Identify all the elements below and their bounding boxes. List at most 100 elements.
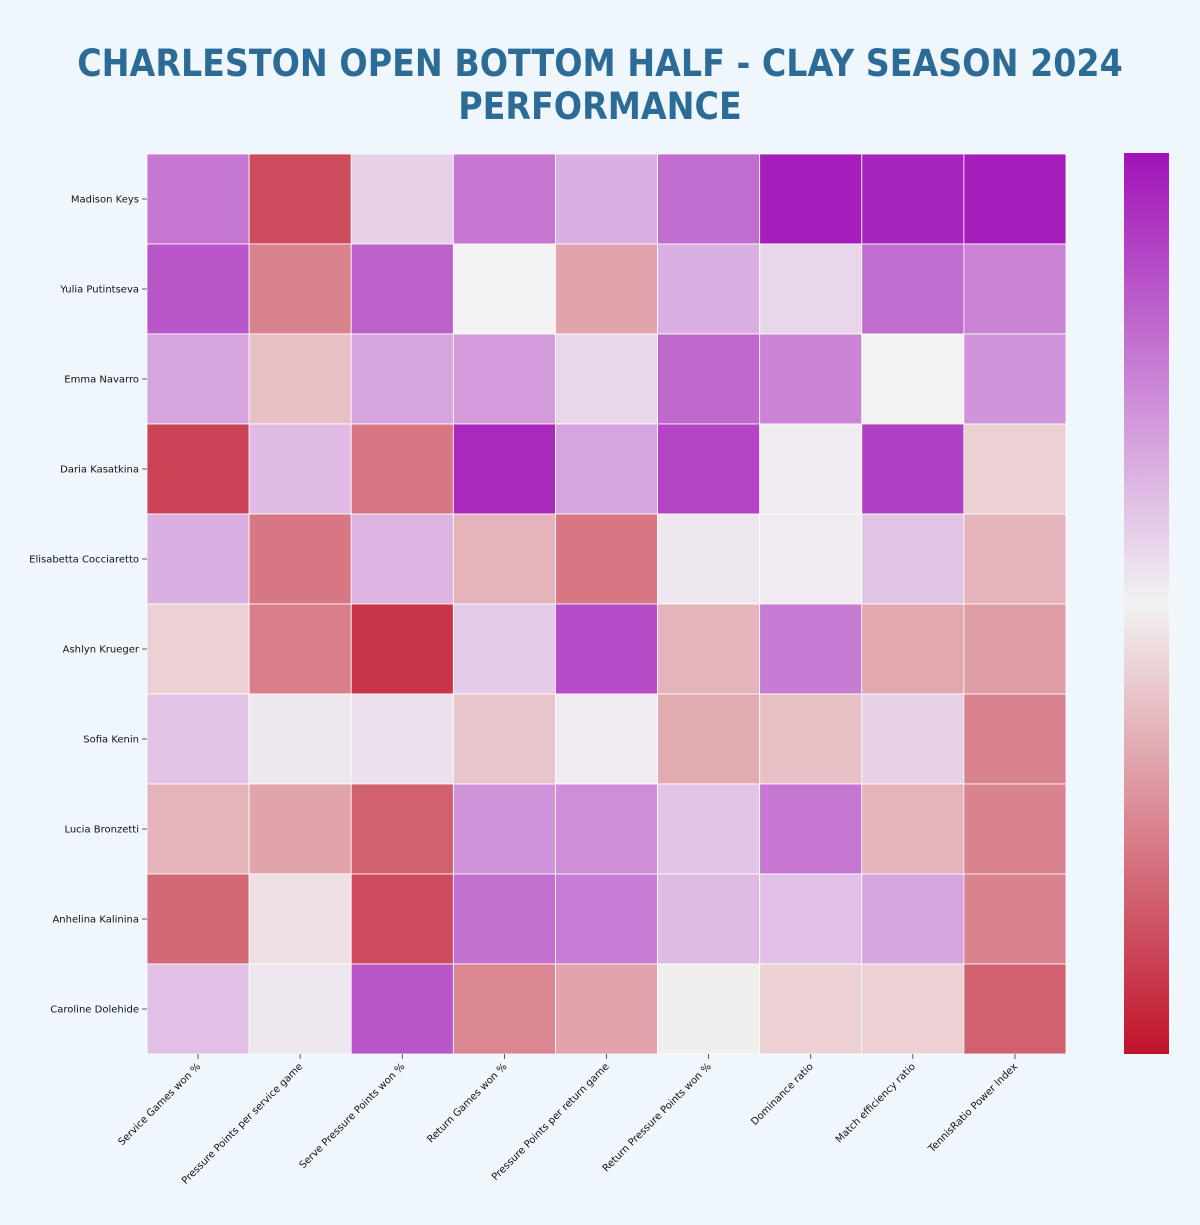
heatmap-cell xyxy=(146,333,250,425)
heatmap-cell xyxy=(248,963,352,1055)
heatmap-cell xyxy=(963,873,1067,965)
heatmap-cell xyxy=(350,603,454,695)
heatmap-cell xyxy=(963,513,1067,605)
row-label: Lucia Bronzetti xyxy=(64,825,139,836)
heatmap-cell xyxy=(861,333,965,425)
heatmap-cell xyxy=(452,333,556,425)
column-label: Dominance ratio xyxy=(749,1061,815,1127)
heatmap-cell xyxy=(657,693,761,785)
row-label: Elisabetta Cocciaretto xyxy=(29,555,139,566)
column-label: Pressure Points per return game xyxy=(490,1061,612,1183)
heatmap-cell xyxy=(248,243,352,335)
heatmap-cell xyxy=(963,243,1067,335)
heatmap-cell xyxy=(452,873,556,965)
heatmap-cell xyxy=(350,423,454,515)
heatmap-cell xyxy=(248,603,352,695)
heatmap-cell xyxy=(350,963,454,1055)
heatmap-cell xyxy=(861,783,965,875)
heatmap-cell xyxy=(452,783,556,875)
heatmap-cell xyxy=(657,153,761,245)
column-label: Service Games won % xyxy=(116,1061,203,1148)
heatmap-cell xyxy=(759,513,863,605)
heatmap-cell xyxy=(555,423,658,515)
heatmap-cell xyxy=(657,333,761,425)
heatmap-cell xyxy=(963,153,1067,245)
heatmap-cell xyxy=(861,423,965,515)
heatmap-cell xyxy=(146,153,250,245)
colorbar xyxy=(1124,153,1169,1054)
heatmap-cell xyxy=(248,693,352,785)
row-label: Sofia Kenin xyxy=(83,735,139,746)
column-label: Return Pressure Points won % xyxy=(601,1061,714,1174)
heatmap-cell xyxy=(657,243,761,335)
heatmap-cell xyxy=(350,153,454,245)
heatmap-cell xyxy=(759,693,863,785)
row-label: Madison Keys xyxy=(71,195,139,206)
heatmap-cell xyxy=(759,873,863,965)
heatmap-cell xyxy=(350,333,454,425)
heatmap-cell xyxy=(759,783,863,875)
heatmap-cell xyxy=(248,333,352,425)
column-label: TennisRatio Power Index xyxy=(926,1061,1020,1155)
heatmap-cell xyxy=(452,603,556,695)
heatmap-cell xyxy=(759,963,863,1055)
heatmap-cell xyxy=(146,513,250,605)
heatmap-cell xyxy=(248,513,352,605)
heatmap-cell xyxy=(657,873,761,965)
heatmap-cell xyxy=(452,693,556,785)
heatmap-cell xyxy=(146,873,250,965)
heatmap-cell xyxy=(657,513,761,605)
heatmap-cell xyxy=(759,603,863,695)
heatmap-cell xyxy=(759,153,863,245)
heatmap-cell xyxy=(146,693,250,785)
heatmap-cell xyxy=(146,243,250,335)
heatmap-cell xyxy=(759,243,863,335)
heatmap-cell xyxy=(555,243,658,335)
heatmap-cell xyxy=(555,963,658,1055)
heatmap-cell xyxy=(146,603,250,695)
heatmap-cell xyxy=(861,603,965,695)
heatmap-cell xyxy=(759,423,863,515)
heatmap-cell xyxy=(861,513,965,605)
heatmap-cell xyxy=(248,423,352,515)
heatmap-cell xyxy=(555,873,658,965)
heatmap-cell xyxy=(248,783,352,875)
row-label: Caroline Dolehide xyxy=(50,1005,139,1016)
heatmap-cell xyxy=(963,963,1067,1055)
heatmap-cell xyxy=(963,333,1067,425)
heatmap-cell xyxy=(861,693,965,785)
heatmap-cell xyxy=(350,873,454,965)
row-labels: Madison Keys Yulia Putintseva Emma Navarro… xyxy=(29,195,147,1016)
heatmap-cell xyxy=(759,333,863,425)
heatmap-cell xyxy=(248,153,352,245)
heatmap-cell xyxy=(657,783,761,875)
heatmap-cell xyxy=(555,603,658,695)
heatmap-cell xyxy=(350,693,454,785)
heatmap-cell xyxy=(861,243,965,335)
heatmap-cell xyxy=(555,693,658,785)
heatmap-cell xyxy=(963,783,1067,875)
row-label: Ashlyn Krueger xyxy=(63,645,140,656)
heatmap-cell xyxy=(657,423,761,515)
heatmap-cell xyxy=(657,603,761,695)
heatmap-cell xyxy=(861,963,965,1055)
heatmap-cells xyxy=(146,153,1067,1055)
heatmap-cell xyxy=(146,423,250,515)
column-labels: Service Games won %Pressure Points per s… xyxy=(116,1054,1020,1187)
heatmap-cell xyxy=(350,243,454,335)
heatmap-cell xyxy=(452,513,556,605)
row-label: Daria Kasatkina xyxy=(60,465,139,476)
heatmap-cell xyxy=(963,423,1067,515)
column-label: Pressure Points per service game xyxy=(180,1061,305,1186)
heatmap-cell xyxy=(555,783,658,875)
heatmap-cell xyxy=(861,153,965,245)
row-label: Yulia Putintseva xyxy=(59,285,139,296)
heatmap-cell xyxy=(555,333,658,425)
row-label: Anhelina Kalinina xyxy=(52,915,139,926)
heatmap-cell xyxy=(861,873,965,965)
heatmap-cell xyxy=(452,423,556,515)
heatmap-cell xyxy=(452,243,556,335)
column-label: Return Games won % xyxy=(425,1061,509,1145)
heatmap-cell xyxy=(146,963,250,1055)
